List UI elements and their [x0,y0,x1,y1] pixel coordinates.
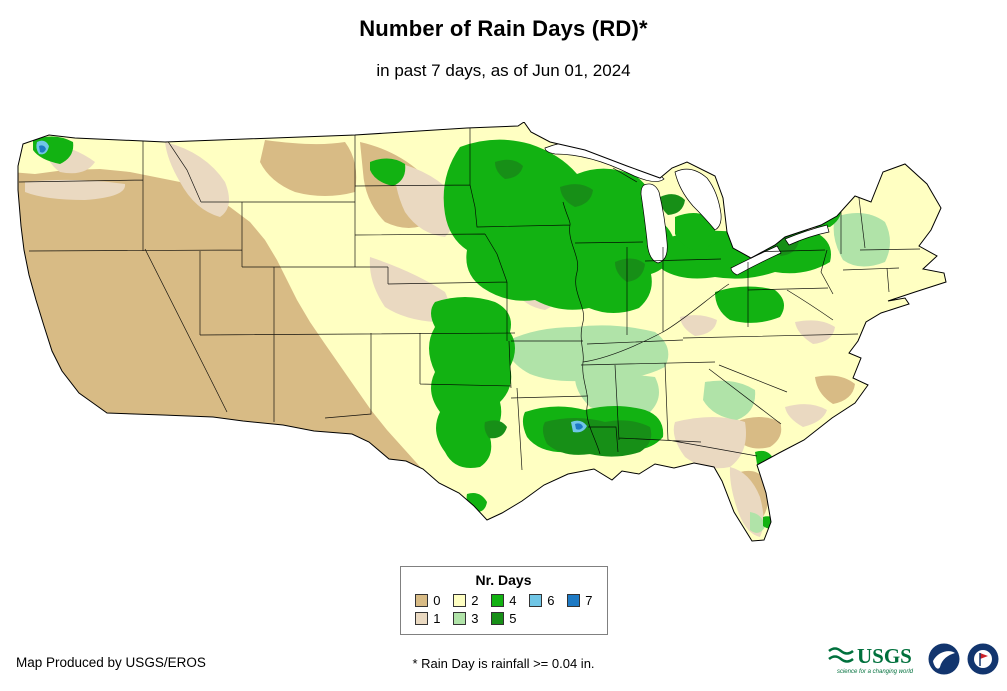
legend-label: 3 [471,611,479,626]
legend-item-0: 0 [414,593,441,608]
legend-row: 1 3 5 [414,611,593,626]
legend-title: Nr. Days [475,572,532,588]
legend-rows: 0 2 4 6 7 1 3 5 [414,593,593,626]
noaa-seagull-icon [933,651,955,669]
legend-swatch [566,594,581,607]
legend-item-6: 6 [528,593,555,608]
legend-label: 0 [433,593,441,608]
rain-3-days-region [445,177,890,533]
legend: Nr. Days 0 2 4 6 7 1 3 5 [399,566,608,635]
legend-item-5: 5 [490,611,517,626]
legend-item-4: 4 [490,593,517,608]
us-rain-days-map [15,122,955,554]
usgs-logo: USGS science for a changing world [828,644,914,675]
legend-label: 7 [585,593,593,608]
rain-5-days-region [484,159,799,457]
page-subtitle: in past 7 days, as of Jun 01, 2024 [376,61,631,80]
legend-label: 2 [471,593,479,608]
usgs-tagline: science for a changing world [837,669,914,675]
page-title: Number of Rain Days (RD)* [359,16,648,41]
usgs-logo-text: USGS [857,644,912,668]
legend-swatch [414,612,429,625]
legend-label: 5 [509,611,517,626]
nws-flag-icon [980,653,988,659]
usgs-wave-icon [828,647,854,663]
legend-swatch [452,612,467,625]
legend-label: 6 [547,593,555,608]
legend-item-1: 1 [414,611,441,626]
legend-swatch [452,594,467,607]
agency-logos: USGS science for a changing world [825,641,999,677]
legend-swatch [490,612,505,625]
rain-7-days-region [39,145,583,430]
legend-swatch [414,594,429,607]
legend-row: 0 2 4 6 7 [414,593,593,608]
great-lakes [544,141,830,276]
credit-text: Map Produced by USGS/EROS [16,655,206,670]
legend-swatch [490,594,505,607]
legend-label: 4 [509,593,517,608]
legend-item-7: 7 [566,593,593,608]
legend-label: 1 [433,611,441,626]
nws-inner-circle [974,650,992,668]
conus-map-svg [17,122,947,542]
state-borders [18,128,921,471]
legend-item-3: 3 [452,611,479,626]
noaa-logo [928,643,960,675]
nws-logo [967,643,999,675]
legend-item-2: 2 [452,593,479,608]
legend-swatch [528,594,543,607]
footnote-text: * Rain Day is rainfall >= 0.04 in. [412,656,595,671]
